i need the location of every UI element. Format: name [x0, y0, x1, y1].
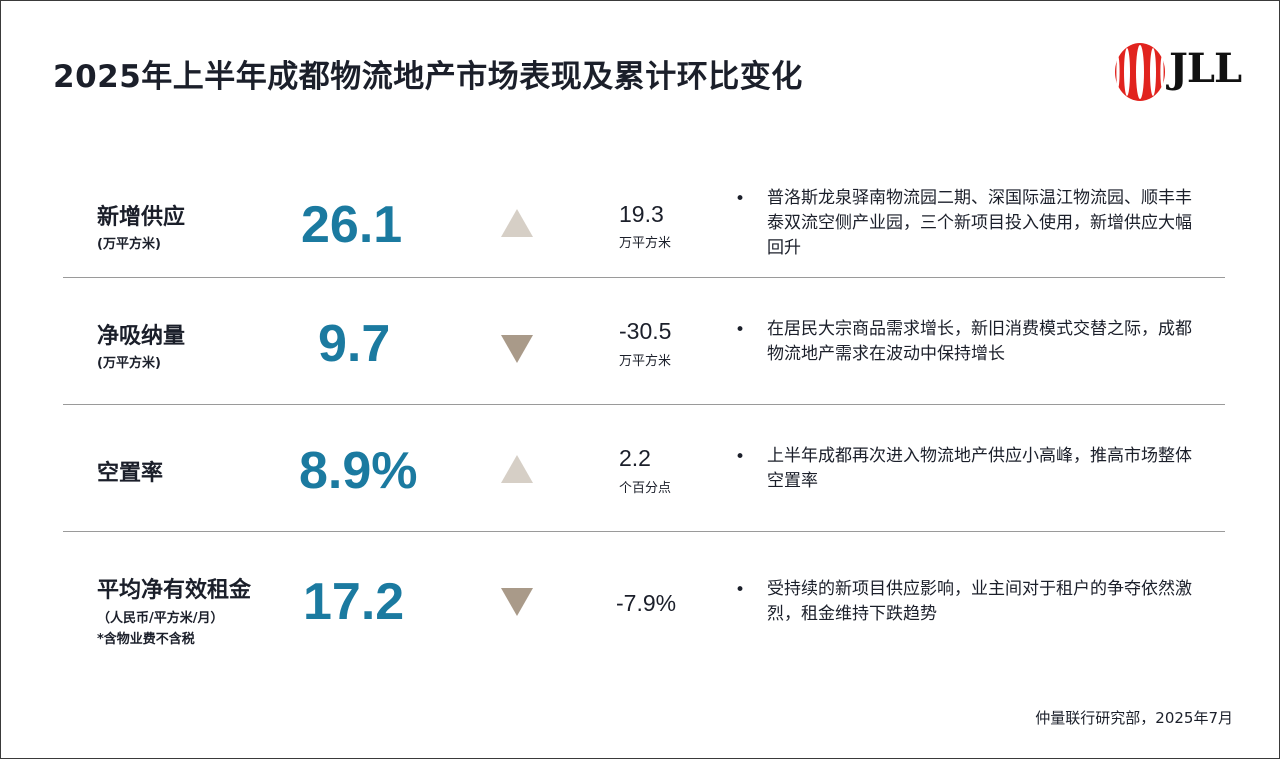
bullet-icon: • [735, 320, 746, 340]
jll-logo-icon [1115, 43, 1165, 101]
metric-label: 空置率 [97, 461, 164, 486]
change-value: 19.3 [619, 201, 664, 227]
triangle-down-icon [501, 335, 533, 363]
metric-label: 新增供应 [97, 205, 186, 230]
metric-description: 普洛斯龙泉驿南物流园二期、深国际温江物流园、顺丰丰泰双流空侧产业园，三个新项目投… [767, 188, 1192, 258]
triangle-down-icon [501, 588, 533, 616]
triangle-up-icon [501, 455, 533, 483]
metric-note: *含物业费不含税 [97, 632, 195, 647]
jll-logo [1113, 41, 1243, 103]
bullet-icon: • [735, 447, 746, 467]
metric-label: 净吸纳量 [97, 324, 186, 349]
bullet-icon: • [735, 189, 746, 209]
row-divider [63, 404, 1225, 405]
triangle-up-icon [501, 209, 533, 237]
metric-value: 8.9% [299, 442, 418, 500]
metric-value: 9.7 [318, 315, 391, 373]
metric-description: 在居民大宗商品需求增长，新旧消费模式交替之际，成都物流地产需求在波动中保持增长 [767, 319, 1192, 364]
change-unit: 个百分点 [619, 481, 672, 496]
change-unit: 万平方米 [619, 236, 672, 251]
metric-description: 上半年成都再次进入物流地产供应小高峰，推高市场整体空置率 [767, 446, 1192, 491]
metric-unit: (万平方米) [97, 356, 161, 371]
metric-description: 受持续的新项目供应影响，业主间对于租户的争夺依然激烈，租金维持下跌趋势 [767, 579, 1192, 624]
change-value: 2.2 [619, 445, 651, 471]
metric-label: 平均净有效租金 [97, 578, 252, 603]
metric-unit: (万平方米) [97, 237, 161, 252]
source-footnote: 仲量联行研究部，2025年7月 [1035, 709, 1233, 727]
page-title: 2025年上半年成都物流地产市场表现及累计环比变化 [53, 59, 803, 95]
change-value: -30.5 [619, 318, 672, 344]
metric-row-average-rent: 平均净有效租金 （人民币/平方米/月） *含物业费不含税 17.2 -7.9% … [63, 532, 1225, 658]
change-value: -7.9% [616, 590, 677, 616]
metric-row-vacancy-rate: 空置率 8.9% 2.2 个百分点 • 上半年成都再次进入物流地产供应小高峰，推… [63, 405, 1225, 531]
metric-row-new-supply: 新增供应 (万平方米) 26.1 19.3 万平方米 • 普洛斯龙泉驿南物流园二… [63, 151, 1225, 277]
metric-value: 17.2 [303, 573, 405, 631]
row-divider [63, 531, 1225, 532]
change-unit: 万平方米 [619, 354, 672, 369]
row-divider [63, 277, 1225, 278]
metric-row-net-absorption: 净吸纳量 (万平方米) 9.7 -30.5 万平方米 • 在居民大宗商品需求增长… [63, 278, 1225, 404]
metric-unit: （人民币/平方米/月） [97, 611, 224, 626]
jll-logo-text: JLL [1169, 45, 1242, 92]
metric-value: 26.1 [301, 196, 403, 254]
bullet-icon: • [735, 580, 746, 600]
